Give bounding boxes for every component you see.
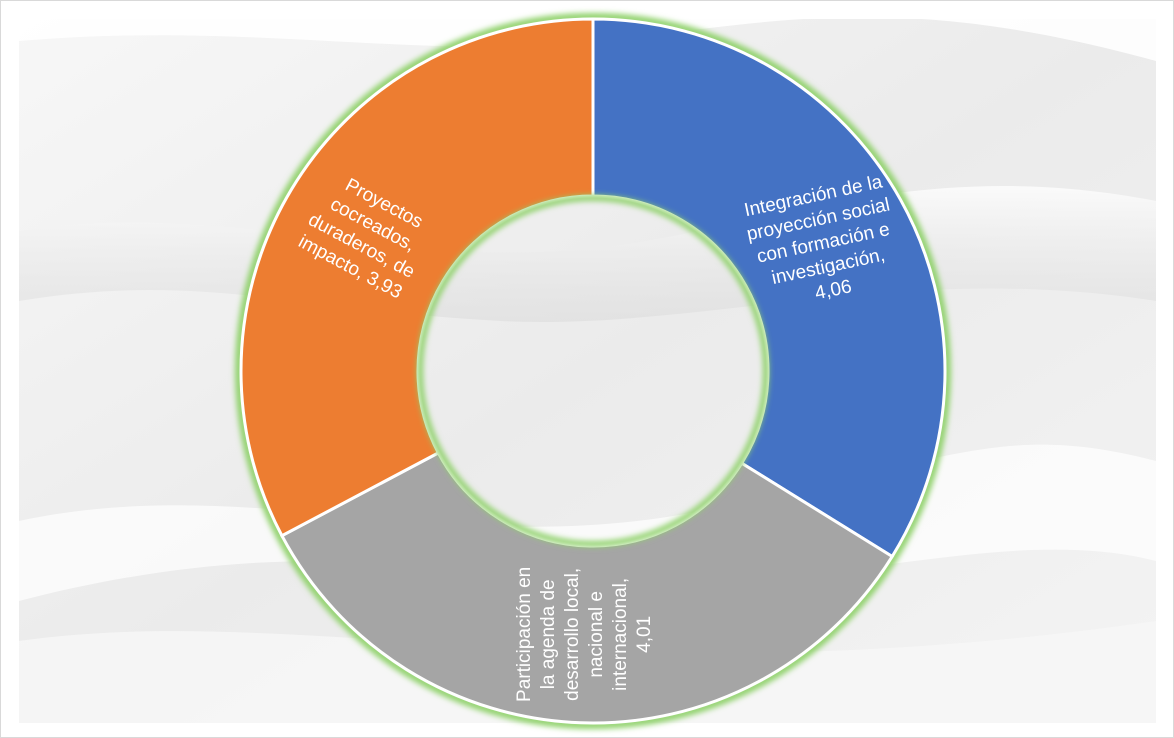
data-label-participacion: Participación en la agenda de desarrollo l…	[514, 567, 655, 702]
inner-glow-ring	[417, 195, 769, 547]
slices-group	[235, 13, 951, 729]
data-label-proyectos: Proyectoscocreados,duraderos, deimpacto,…	[293, 167, 440, 304]
labels-group: Integración de laproyección socialcon fo…	[293, 167, 892, 702]
outer-glow-ring	[235, 13, 951, 729]
